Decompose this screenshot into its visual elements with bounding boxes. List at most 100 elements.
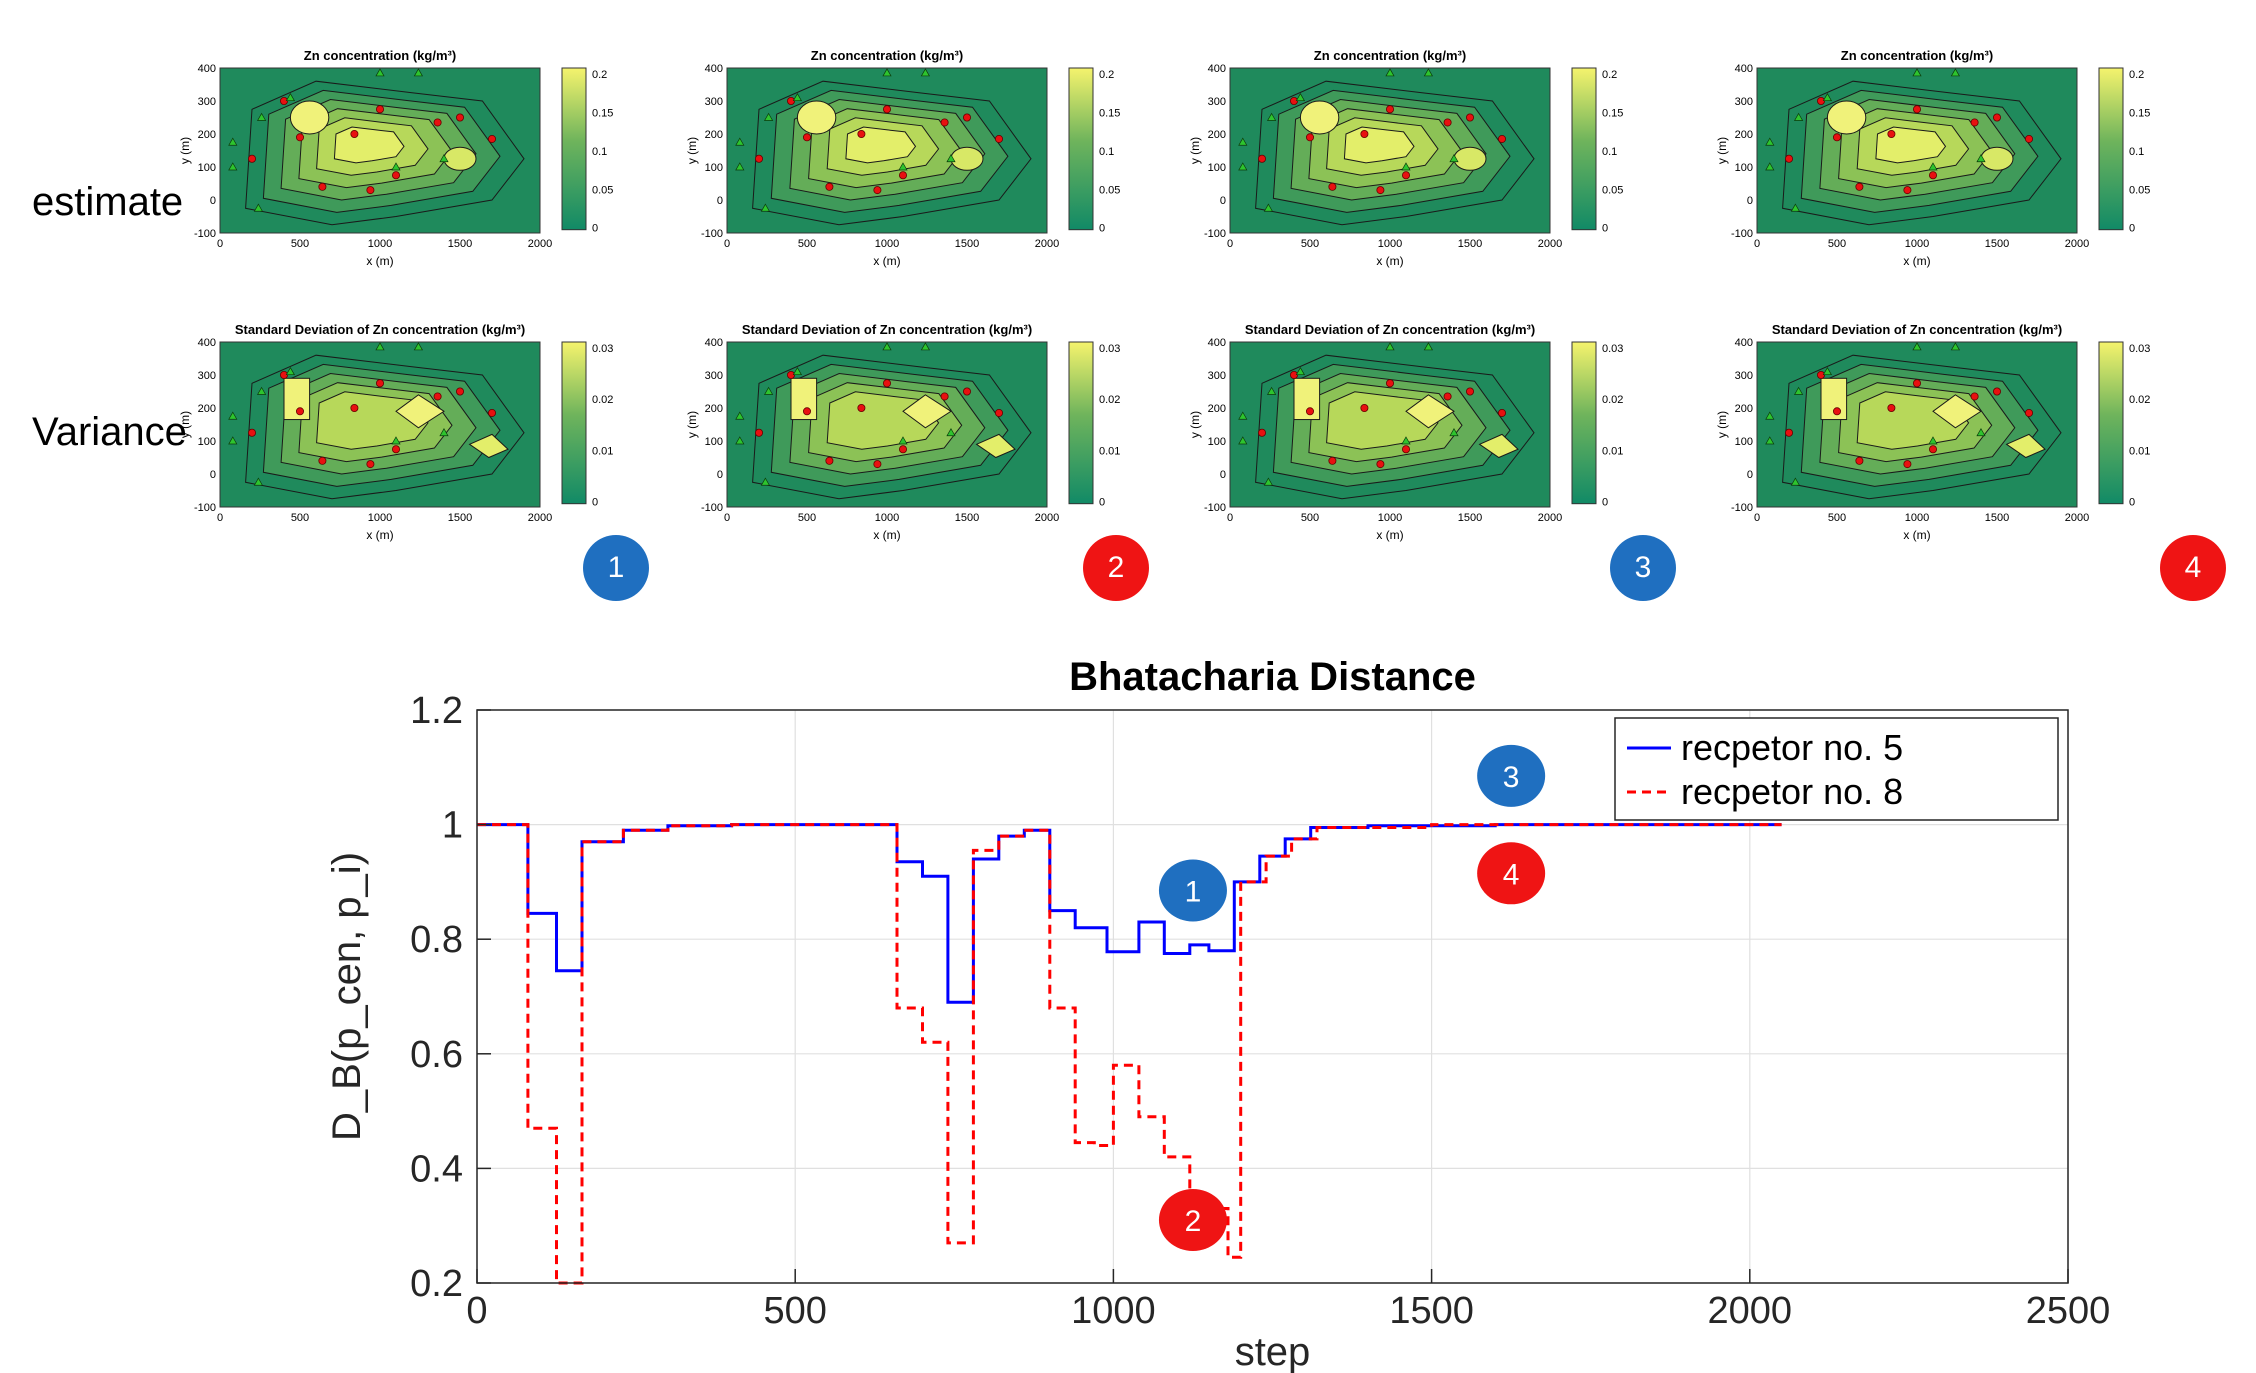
panel-ytick: 400 bbox=[705, 337, 723, 349]
colorbar-tick: 0.1 bbox=[1602, 146, 1617, 158]
panel-xtick: 500 bbox=[1828, 512, 1846, 524]
colorbar-tick: 0.03 bbox=[592, 343, 613, 355]
panel-ytick: 300 bbox=[1735, 96, 1753, 108]
chart-marker-label-2: 2 bbox=[1185, 1205, 1202, 1238]
y-tick-label: 0.6 bbox=[410, 1034, 463, 1076]
panel-ytick: -100 bbox=[194, 502, 216, 514]
panel-xtick: 1000 bbox=[1378, 512, 1402, 524]
panel-ytick: 400 bbox=[1208, 63, 1226, 75]
colorbar-tick: 0.2 bbox=[1602, 69, 1617, 81]
chart-marker-label-3: 3 bbox=[1503, 761, 1520, 794]
contour-panel-2-bottom: Standard Deviation of Zn concentration (… bbox=[682, 314, 1157, 567]
contour-panel-4-top: Zn concentration (kg/m³) 400 300 200 100 0 -10… bbox=[1712, 40, 2187, 293]
panel-xlabel: x (m) bbox=[873, 254, 900, 268]
panel-xtick: 0 bbox=[1754, 512, 1760, 524]
panel-xtick: 500 bbox=[798, 512, 816, 524]
panel-xtick: 1000 bbox=[875, 238, 899, 250]
colorbar-tick: 0.03 bbox=[1099, 343, 1120, 355]
panel-xtick: 500 bbox=[291, 512, 309, 524]
colorbar-tick: 0.01 bbox=[2129, 445, 2150, 457]
contour-panel-1-bottom: Standard Deviation of Zn concentration (… bbox=[175, 314, 650, 567]
colorbar-tick: 0.15 bbox=[2129, 107, 2150, 119]
panel-ytick: 100 bbox=[705, 436, 723, 448]
contour-panel-1-top: Zn concentration (kg/m³) 400 300 200 100 0 -10… bbox=[175, 40, 650, 293]
axes-box bbox=[476, 709, 2069, 1284]
panel-ylabel: y (m) bbox=[1188, 411, 1202, 438]
colorbar bbox=[2098, 341, 2124, 505]
colorbar-tick: 0.01 bbox=[592, 445, 613, 457]
y-tick-label: 0.4 bbox=[410, 1148, 463, 1190]
colorbar bbox=[561, 341, 587, 505]
contour-panel-4-bottom: Standard Deviation of Zn concentration (… bbox=[1712, 314, 2187, 567]
panel-xlabel: x (m) bbox=[1903, 528, 1930, 542]
panel-xlabel: x (m) bbox=[1903, 254, 1930, 268]
panel-xlabel: x (m) bbox=[1376, 528, 1403, 542]
panel-ytick: 100 bbox=[1208, 162, 1226, 174]
chart-marker-label-4: 4 bbox=[1503, 858, 1520, 891]
panel-marker-4: 4 bbox=[2160, 535, 2226, 601]
panel-xtick: 2000 bbox=[528, 512, 552, 524]
chart-marker-label-1: 1 bbox=[1185, 875, 1202, 908]
x-tick-label: 2500 bbox=[2026, 1290, 2111, 1332]
colorbar-tick: 0.05 bbox=[592, 184, 613, 196]
series-line-2 bbox=[477, 823, 1782, 1285]
panel-ylabel: y (m) bbox=[1715, 137, 1729, 164]
colorbar-tick: 0.1 bbox=[2129, 146, 2144, 158]
colorbar-tick: 0.2 bbox=[1099, 69, 1114, 81]
panel-xtick: 500 bbox=[1828, 238, 1846, 250]
panel-xtick: 0 bbox=[1227, 512, 1233, 524]
panel-xtick: 1000 bbox=[368, 512, 392, 524]
colorbar-tick: 0.02 bbox=[1602, 394, 1623, 406]
panel-xtick: 0 bbox=[217, 238, 223, 250]
chart-title: Bhatacharia Distance bbox=[1069, 655, 1476, 699]
contour-panel-3-top: Zn concentration (kg/m³) 400 300 200 100 0 -10… bbox=[1185, 40, 1660, 293]
panel-xtick: 500 bbox=[798, 238, 816, 250]
panel-ytick: -100 bbox=[1731, 502, 1753, 514]
panel-ytick: 300 bbox=[1735, 370, 1753, 382]
colorbar-tick: 0.15 bbox=[1099, 107, 1120, 119]
panel-marker-2: 2 bbox=[1083, 535, 1149, 601]
colorbar-tick: 0.05 bbox=[1099, 184, 1120, 196]
panel-xtick: 500 bbox=[1301, 238, 1319, 250]
panel-ytick: 0 bbox=[1747, 195, 1753, 207]
panel-ytick: 0 bbox=[1747, 469, 1753, 481]
panel-xtick: 0 bbox=[724, 512, 730, 524]
panel-ytick: 200 bbox=[198, 129, 216, 141]
panel-xtick: 1500 bbox=[1458, 238, 1482, 250]
panel-xlabel: x (m) bbox=[873, 528, 900, 542]
panel-xtick: 1000 bbox=[875, 512, 899, 524]
panel-ytick: 0 bbox=[1220, 195, 1226, 207]
panel-ytick: 300 bbox=[198, 370, 216, 382]
panel-title: Zn concentration (kg/m³) bbox=[1314, 48, 1466, 63]
panel-xlabel: x (m) bbox=[366, 254, 393, 268]
panel-xtick: 1000 bbox=[1378, 238, 1402, 250]
panel-ytick: 100 bbox=[198, 162, 216, 174]
panel-ytick: 300 bbox=[705, 96, 723, 108]
colorbar-tick: 0.03 bbox=[2129, 343, 2150, 355]
legend-label-1: recpetor no. 5 bbox=[1681, 727, 1903, 768]
colorbar-tick: 0.05 bbox=[1602, 184, 1623, 196]
panel-xtick: 2000 bbox=[1538, 512, 1562, 524]
panel-ytick: 0 bbox=[717, 469, 723, 481]
colorbar-tick: 0 bbox=[2129, 497, 2135, 509]
colorbar-tick: 0 bbox=[1602, 497, 1608, 509]
colorbar-tick: 0.02 bbox=[592, 394, 613, 406]
panel-ytick: -100 bbox=[1731, 228, 1753, 240]
panel-marker-1: 1 bbox=[583, 535, 649, 601]
panel-ytick: 300 bbox=[1208, 370, 1226, 382]
colorbar bbox=[1068, 67, 1094, 231]
chart-marker-4 bbox=[1477, 842, 1546, 905]
x-tick-label: 1000 bbox=[1071, 1290, 1156, 1332]
panel-ytick: 200 bbox=[198, 403, 216, 415]
panel-ylabel: y (m) bbox=[1188, 137, 1202, 164]
panel-ytick: 100 bbox=[1735, 162, 1753, 174]
panel-xtick: 1500 bbox=[955, 238, 979, 250]
colorbar-tick: 0.15 bbox=[592, 107, 613, 119]
panel-ytick: 400 bbox=[1208, 337, 1226, 349]
colorbar bbox=[2098, 67, 2124, 231]
panel-xtick: 1500 bbox=[1985, 512, 2009, 524]
colorbar-tick: 0 bbox=[592, 223, 598, 235]
panel-title: Standard Deviation of Zn concentration (… bbox=[1772, 322, 2062, 337]
panel-title: Zn concentration (kg/m³) bbox=[1841, 48, 1993, 63]
panel-xtick: 2000 bbox=[1035, 238, 1059, 250]
